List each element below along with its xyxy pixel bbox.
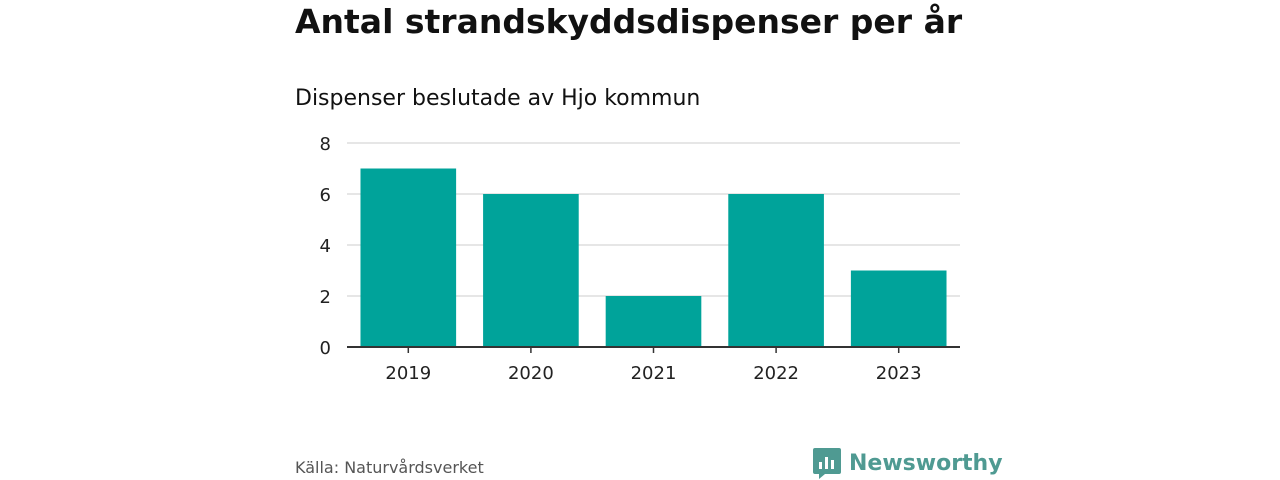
y-tick-label: 2	[320, 287, 331, 308]
x-tick-label: 2023	[876, 363, 922, 384]
bar	[483, 194, 579, 347]
brand: Newsworthy	[813, 447, 1003, 479]
brand-name: Newsworthy	[849, 450, 1003, 476]
bar	[728, 194, 824, 347]
y-tick-label: 6	[320, 185, 331, 206]
x-tick-label: 2019	[385, 363, 431, 384]
newsworthy-logo-icon	[813, 448, 841, 479]
bar-chart: 0 2 4 6 8 2019 2020 2021 2022 2023	[320, 134, 960, 384]
x-tick-label: 2022	[753, 363, 799, 384]
bar	[360, 168, 457, 347]
y-tick-label: 8	[320, 134, 331, 155]
bar	[850, 270, 947, 347]
y-tick-label: 0	[320, 338, 331, 359]
bar	[605, 296, 702, 347]
x-tick-label: 2020	[508, 363, 554, 384]
x-tick-label: 2021	[631, 363, 677, 384]
source-text: Källa: Naturvårdsverket	[295, 458, 484, 477]
y-tick-label: 4	[320, 236, 331, 257]
chart-subtitle: Dispenser beslutade av Hjo kommun	[295, 86, 701, 111]
chart-title: Antal strandskyddsdispenser per år	[295, 2, 963, 41]
